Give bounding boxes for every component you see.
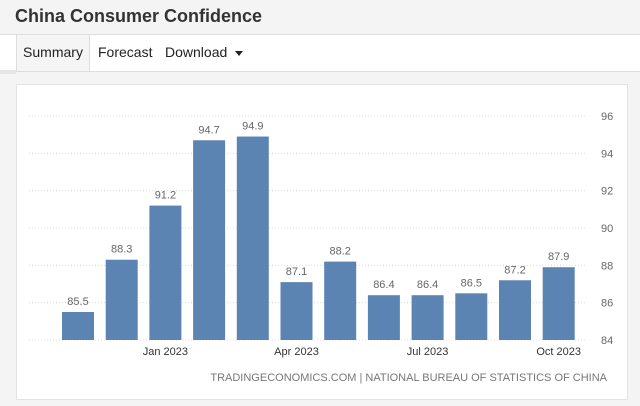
y-tick-label: 86 (601, 298, 613, 310)
y-tick-label: 84 (601, 335, 613, 347)
x-tick-label: Jul 2023 (407, 346, 449, 358)
header: China Consumer Confidence (0, 0, 640, 34)
bar (62, 312, 94, 340)
bar (455, 293, 488, 340)
bar (236, 136, 269, 340)
tab-download-label: Download (165, 44, 228, 60)
bar (149, 205, 182, 340)
bar-value-label: 88.2 (329, 246, 350, 258)
bar (542, 267, 575, 340)
bar-value-label: 94.7 (198, 124, 219, 136)
chevron-down-icon (235, 50, 244, 56)
bar-value-label: 85.5 (67, 296, 88, 308)
bar-value-label: 87.2 (504, 264, 525, 276)
bar-value-label: 86.4 (417, 279, 438, 291)
x-tick-label: Oct 2023 (536, 346, 581, 358)
bar (105, 259, 138, 340)
tab-download[interactable]: Download (165, 35, 244, 71)
y-tick-label: 88 (601, 260, 613, 272)
bar-value-label: 88.3 (111, 244, 132, 256)
page-title: China Consumer Confidence (15, 6, 263, 26)
chart-panel: 84 86 88 90 92 94 96 85.5 88.3 91.2 94.7 94.9 87.1 88… (16, 84, 628, 400)
divider (0, 70, 16, 74)
y-tick-label: 94 (601, 148, 613, 160)
bar-chart: 84 86 88 90 92 94 96 85.5 88.3 91.2 94.7 94.9 87.1 88… (29, 111, 613, 384)
source-credit: TRADINGECONOMICS.COM | NATIONAL BUREAU O… (210, 372, 607, 384)
x-tick-label: Apr 2023 (274, 346, 319, 358)
bar-value-label: 87.1 (286, 266, 307, 278)
y-tick-label: 92 (601, 186, 613, 198)
bar (280, 282, 313, 340)
y-tick-label: 90 (601, 223, 613, 235)
bar (367, 295, 400, 340)
bar (324, 261, 357, 340)
tab-forecast[interactable]: Forecast (98, 44, 153, 60)
bar-value-label: 86.4 (373, 279, 394, 291)
x-tick-label: Jan 2023 (143, 346, 188, 358)
bar-value-label: 91.2 (155, 190, 176, 202)
bar-value-label: 94.9 (242, 121, 263, 133)
bar-value-label: 86.5 (461, 277, 482, 289)
bar-value-label: 87.9 (548, 251, 569, 263)
y-tick-label: 96 (601, 111, 613, 123)
bar (193, 140, 226, 340)
bar (499, 280, 531, 340)
bar (411, 295, 444, 340)
tab-bar: Summary Forecast Download (0, 34, 640, 72)
tab-summary[interactable]: Summary (16, 35, 90, 71)
